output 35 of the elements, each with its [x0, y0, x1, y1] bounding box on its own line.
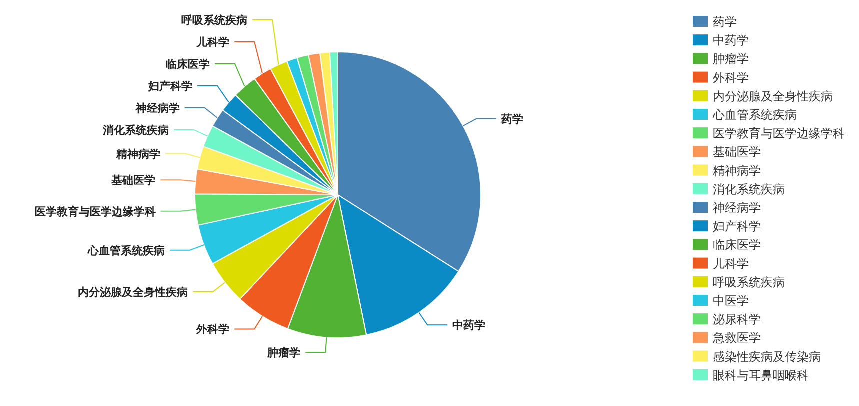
legend-label: 内分泌腺及全身性疾病 [713, 89, 833, 104]
legend-label: 妇产科学 [713, 220, 761, 234]
legend-label: 呼吸系统疾病 [713, 275, 785, 290]
legend-label: 医学教育与医学边缘学科 [713, 126, 845, 141]
legend-label: 儿科学 [713, 256, 749, 271]
legend-label: 基础医学 [713, 145, 761, 160]
slice-label: 药学 [500, 112, 524, 126]
slice-label: 精神病学 [115, 148, 160, 161]
slice-label: 外科学 [196, 323, 230, 336]
slice-label: 中药学 [452, 319, 486, 332]
slice-label: 肿瘤学 [266, 346, 301, 360]
legend-label: 中药学 [713, 34, 749, 48]
slice-label: 呼吸系统疾病 [182, 14, 248, 27]
legend-label: 外科学 [713, 70, 749, 85]
legend-label: 神经病学 [713, 201, 761, 215]
legend-label: 精神病学 [713, 164, 761, 178]
legend-label: 中医学 [713, 294, 749, 308]
legend-label: 药学 [713, 15, 737, 29]
slice-label: 临床医学 [166, 58, 210, 71]
slice-label: 神经病学 [134, 102, 180, 115]
legend-label: 泌尿科学 [713, 312, 761, 327]
legend-label: 消化系统疾病 [713, 182, 785, 196]
legend-label: 眼科与耳鼻咽喉科 [713, 368, 809, 382]
legend-label: 急救医学 [712, 331, 761, 346]
slice-label: 基础医学 [110, 174, 156, 188]
legend-label: 临床医学 [713, 238, 761, 252]
legend-label: 肿瘤学 [713, 52, 749, 66]
slice-label: 内分泌腺及全身性疾病 [78, 286, 188, 299]
slice-label: 儿科学 [196, 36, 230, 49]
slice-label: 心血管系统疾病 [87, 244, 166, 258]
slice-label: 妇产科学 [148, 80, 193, 93]
slice-label: 消化系统疾病 [102, 124, 169, 137]
legend-label: 心血管系统疾病 [712, 108, 797, 122]
slice-label: 医学教育与医学边缘学科 [34, 205, 156, 218]
legend-label: 感染性疾病及传染病 [713, 350, 821, 364]
